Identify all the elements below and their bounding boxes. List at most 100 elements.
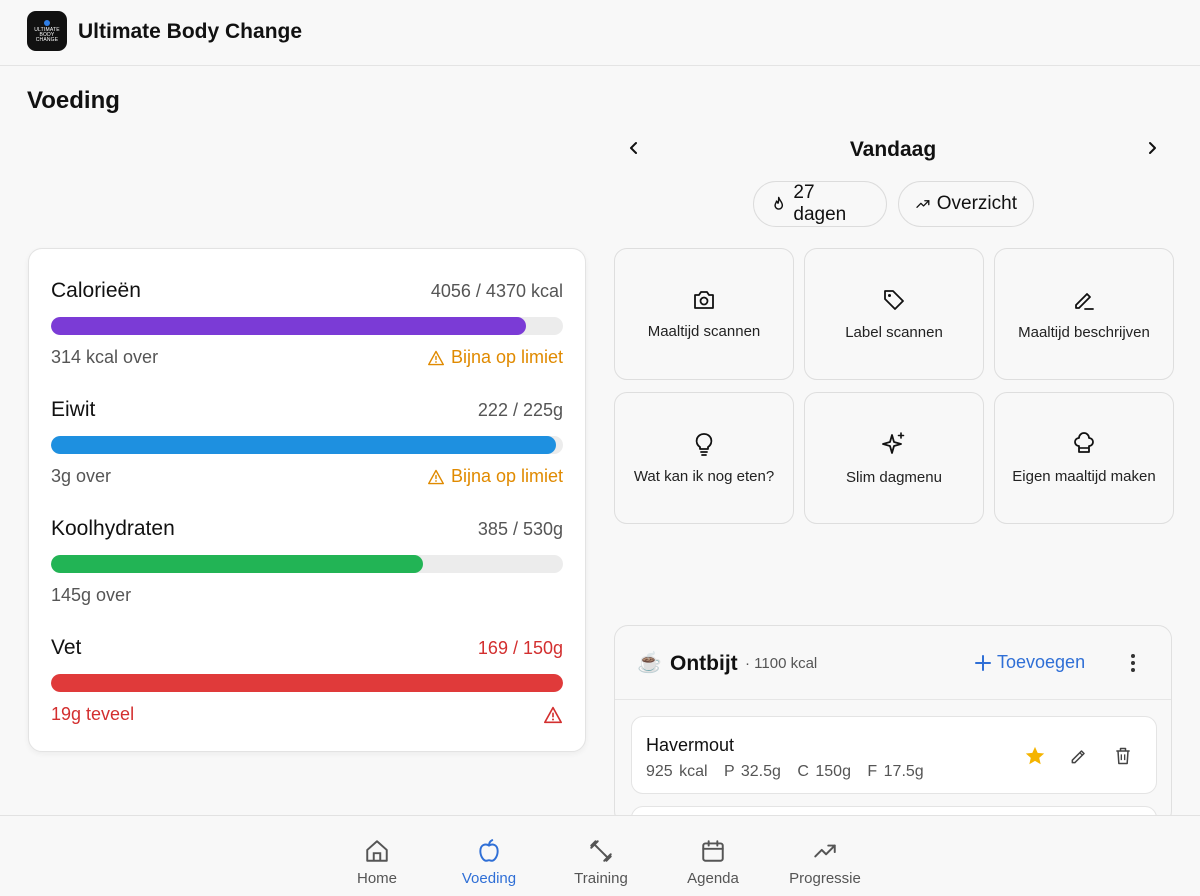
star-icon [1025, 746, 1045, 765]
nav-label: Progressie [789, 870, 861, 887]
chef-hat-icon [1074, 431, 1094, 453]
macro-name: Koolhydraten [51, 517, 175, 540]
next-day-button[interactable] [1140, 136, 1164, 160]
edit-food-button[interactable] [1066, 743, 1092, 769]
macro-remaining: 314 kcal over [51, 347, 159, 367]
action-label: Eigen maaltijd maken [1012, 467, 1156, 485]
dumbbell-icon [590, 840, 612, 862]
nav-agenda[interactable]: Agenda [658, 838, 768, 887]
action-label: Slim dagmenu [846, 468, 942, 486]
tag-icon [884, 289, 904, 310]
food-protein: P 32.5g [724, 763, 781, 780]
nav-label: Training [574, 870, 628, 887]
meal-kcal: · 1100 kcal [745, 655, 818, 672]
pencil-icon [1075, 292, 1094, 310]
action-label: Wat kan ik nog eten? [633, 467, 775, 485]
streak-chip[interactable]: 27 dagen [753, 181, 887, 227]
food-macros: 925 kcal P 32.5g C 150g F 17.5g [646, 763, 934, 781]
overview-label: Overzicht [936, 193, 1017, 214]
macro-warning: Bijna op limiet [427, 347, 563, 368]
action-label: Maaltijd scannen [647, 322, 761, 340]
more-options-button[interactable] [1123, 652, 1143, 674]
nav-voeding[interactable]: Voeding [434, 838, 544, 887]
logo-text-2: BODY [39, 31, 55, 38]
scan-meal-button[interactable]: Maaltijd scannen [614, 248, 794, 380]
food-fat: F 17.5g [867, 763, 924, 780]
food-carbs: C 150g [797, 763, 851, 780]
overview-chip[interactable]: Overzicht [898, 181, 1034, 227]
add-food-label: Toevoegen [997, 652, 1086, 672]
macro-value: 222 / 225g [477, 400, 563, 420]
macro-protein: Eiwit 222 / 225g 3g over Bijna op limiet [51, 398, 563, 487]
macro-value: 169 / 150g [477, 638, 563, 658]
nav-progressie[interactable]: Progressie [770, 838, 880, 887]
apple-icon [479, 839, 499, 862]
action-label: Label scannen [845, 323, 943, 341]
progress-fill [51, 555, 423, 573]
food-name: Havermout [646, 735, 735, 755]
delete-food-button[interactable] [1110, 743, 1136, 769]
app-title: Ultimate Body Change [78, 20, 303, 43]
date-navigation: Vandaag [614, 128, 1172, 168]
chevron-right-icon [1149, 142, 1156, 154]
date-label: Vandaag [849, 138, 937, 161]
progress-track [51, 436, 563, 454]
macro-remaining: 3g over [51, 466, 112, 486]
bottom-navigation: Home Voeding Training Agenda Progressie [0, 815, 1200, 896]
nav-home[interactable]: Home [322, 838, 432, 887]
trending-up-icon [916, 200, 930, 208]
scan-label-button[interactable]: Label scannen [804, 248, 984, 380]
macro-name: Calorieën [51, 279, 141, 302]
chevron-left-icon [630, 142, 637, 154]
macro-name: Eiwit [51, 398, 96, 421]
nav-label: Home [356, 870, 397, 887]
create-own-meal-button[interactable]: Eigen maaltijd maken [994, 392, 1174, 524]
smart-day-menu-button[interactable]: Slim dagmenu [804, 392, 984, 524]
warning-icon [427, 350, 444, 365]
progress-track [51, 317, 563, 335]
flame-icon [774, 196, 784, 210]
warning-icon [427, 469, 444, 484]
macro-fat: Vet 169 / 150g 19g teveel [51, 636, 563, 725]
what-can-i-eat-button[interactable]: Wat kan ik nog eten? [614, 392, 794, 524]
previous-day-button[interactable] [622, 136, 646, 160]
pencil-icon [1071, 750, 1085, 764]
progress-fill [51, 674, 563, 692]
warning-text: Bijna op limiet [450, 347, 563, 367]
add-food-button[interactable]: Toevoegen [975, 652, 1085, 673]
macro-calories: Calorieën 4056 / 4370 kcal 314 kcal over… [51, 279, 563, 368]
sparkles-icon [882, 431, 905, 454]
warning-text: Bijna op limiet [450, 466, 563, 486]
plus-icon [975, 654, 991, 671]
warning-icon [543, 706, 562, 723]
meal-header: ☕ Ontbijt · 1100 kcal Toevoegen [615, 626, 1171, 700]
coffee-icon: ☕ [637, 652, 662, 674]
calendar-icon [702, 840, 724, 862]
logo-text-3: CHANGE [35, 36, 59, 43]
action-label: Maaltijd beschrijven [1018, 323, 1150, 341]
progress-fill [51, 317, 527, 335]
app-bar: ULTIMATE BODY CHANGE Ultimate Body Chang… [0, 0, 1200, 66]
macros-card: Calorieën 4056 / 4370 kcal 314 kcal over… [28, 248, 586, 752]
nav-training[interactable]: Training [546, 838, 656, 887]
macro-value: 4056 / 4370 kcal [430, 281, 563, 301]
progress-track [51, 555, 563, 573]
describe-meal-button[interactable]: Maaltijd beschrijven [994, 248, 1174, 380]
food-item[interactable]: Havermout 925 kcal P 32.5g C 150g F 17.5… [631, 716, 1157, 794]
favorite-button[interactable] [1022, 743, 1048, 769]
meal-name: Ontbijt [670, 652, 738, 675]
macro-remaining: 19g teveel [51, 704, 135, 724]
more-vertical-icon [1131, 654, 1135, 672]
meal-card-breakfast: ☕ Ontbijt · 1100 kcal Toevoegen Havermou… [614, 625, 1172, 825]
trending-up-icon [814, 844, 836, 858]
food-kcal: 925 kcal [646, 763, 708, 780]
nav-label: Voeding [461, 870, 517, 887]
progress-fill [51, 436, 557, 454]
trash-icon [1116, 747, 1130, 765]
progress-track [51, 674, 563, 692]
macro-remaining: 145g over [51, 585, 132, 605]
page-title: Voeding [27, 87, 120, 114]
streak-label: 27 dagen [793, 182, 847, 225]
macro-name: Vet [51, 636, 82, 659]
home-icon [366, 840, 388, 862]
